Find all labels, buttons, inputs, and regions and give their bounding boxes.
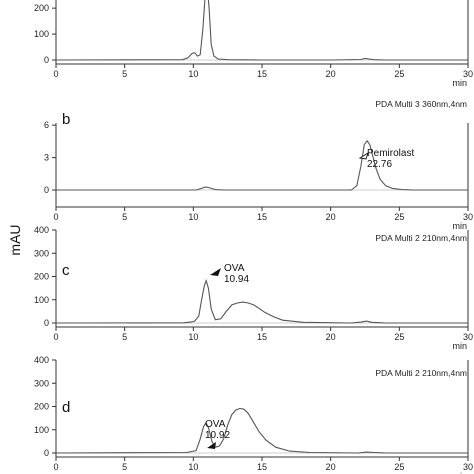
peak-annotation-text: 22.76 xyxy=(367,159,392,170)
y-tick-label: 300 xyxy=(34,248,49,258)
panel-letter: d xyxy=(62,399,70,416)
y-tick-label: 6 xyxy=(44,120,49,130)
chromatogram-trace xyxy=(56,0,468,61)
y-tick-label: 0 xyxy=(44,448,49,458)
x-tick-label: 10 xyxy=(188,332,198,342)
x-tick-label: 0 xyxy=(53,462,58,472)
panel-letter: b xyxy=(62,111,70,128)
x-tick-label: 0 xyxy=(53,212,58,222)
x-tick-label: 30 xyxy=(463,69,473,79)
x-tick-label: 5 xyxy=(122,462,127,472)
detector-info: PDA Multi 2 210nm,4nm xyxy=(375,233,467,243)
y-tick-label: 0 xyxy=(44,318,49,328)
x-axis-unit: min xyxy=(452,471,467,474)
peak-arrow xyxy=(210,268,221,276)
chromatogram-trace xyxy=(56,407,468,454)
x-tick-label: 25 xyxy=(394,332,404,342)
x-tick-label: 10 xyxy=(188,212,198,222)
y-tick-label: 0 xyxy=(44,185,49,195)
y-tick-label: 100 xyxy=(34,29,49,39)
x-tick-label: 20 xyxy=(326,462,336,472)
detector-info: PDA Multi 2 210nm,4nm xyxy=(375,368,467,378)
x-tick-label: 10 xyxy=(188,69,198,79)
chromatogram-trace xyxy=(56,139,468,191)
x-tick-label: 15 xyxy=(257,212,267,222)
x-tick-label: 0 xyxy=(53,69,58,79)
x-tick-label: 25 xyxy=(394,462,404,472)
x-tick-label: 20 xyxy=(326,69,336,79)
detector-info: PDA Multi 3 360nm,4nm xyxy=(375,99,467,109)
x-axis-unit: min xyxy=(452,221,467,231)
x-axis-unit: min xyxy=(452,78,467,88)
peak-arrow xyxy=(207,442,216,449)
y-tick-label: 300 xyxy=(34,378,49,388)
x-tick-label: 20 xyxy=(326,332,336,342)
x-tick-label: 5 xyxy=(122,69,127,79)
y-tick-label: 0 xyxy=(44,55,49,65)
x-tick-label: 20 xyxy=(326,212,336,222)
peak-annotation-text: OVA xyxy=(224,263,245,274)
x-axis-unit: min xyxy=(452,341,467,351)
x-tick-label: 15 xyxy=(257,462,267,472)
y-tick-label: 400 xyxy=(34,355,49,365)
x-tick-label: 25 xyxy=(394,69,404,79)
x-tick-label: 5 xyxy=(122,212,127,222)
x-tick-label: 30 xyxy=(463,212,473,222)
peak-annotation-text: 10.92 xyxy=(205,430,230,441)
y-tick-label: 100 xyxy=(34,295,49,305)
y-tick-label: 200 xyxy=(34,3,49,13)
y-tick-label: 200 xyxy=(34,272,49,282)
chromatogram-trace xyxy=(56,278,468,324)
x-tick-label: 30 xyxy=(463,462,473,472)
x-tick-label: 5 xyxy=(122,332,127,342)
y-tick-label: 3 xyxy=(44,153,49,163)
x-tick-label: 0 xyxy=(53,332,58,342)
peak-annotation-text: 10.94 xyxy=(224,274,249,285)
x-tick-label: 30 xyxy=(463,332,473,342)
x-tick-label: 15 xyxy=(257,69,267,79)
peak-arrow xyxy=(358,151,369,160)
x-tick-label: 10 xyxy=(188,462,198,472)
y-axis-label: mAU xyxy=(7,224,23,255)
y-tick-label: 100 xyxy=(34,425,49,435)
x-tick-label: 25 xyxy=(394,212,404,222)
peak-annotation-text: OVA xyxy=(205,419,226,430)
y-tick-label: 400 xyxy=(34,225,49,235)
y-tick-label: 200 xyxy=(34,402,49,412)
panel-letter: c xyxy=(62,262,70,279)
x-tick-label: 15 xyxy=(257,332,267,342)
peak-annotation-text: Pemirolast xyxy=(367,148,414,159)
